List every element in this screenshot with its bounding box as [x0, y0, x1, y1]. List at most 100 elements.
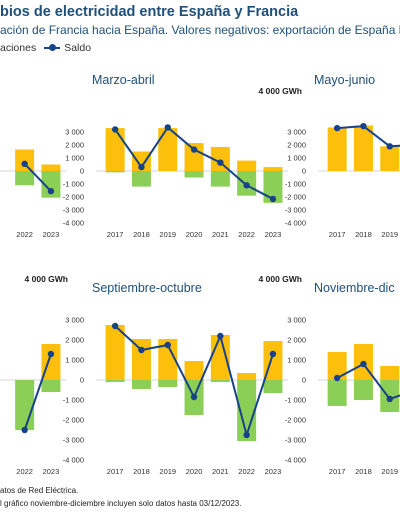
x-tick-label: 2022 [238, 230, 255, 239]
y-tick-label: -1 000 [63, 180, 84, 189]
y-tick-label: -3 000 [63, 206, 84, 215]
panel-6: Noviembre-dic 3 000 2 000 1 000 0 -1 000 -2 00… [285, 281, 400, 476]
panel-title: Noviembre-dic [314, 281, 395, 295]
bar-exports [158, 380, 178, 387]
y-tick-label: -1 000 [285, 180, 306, 189]
saldo-line [23, 353, 52, 431]
y-tick-label: -3 000 [63, 436, 84, 445]
y-tick-label: -4 000 [285, 456, 306, 465]
chart-subtitle: ación de Francia hacia España. Valores n… [0, 23, 400, 37]
saldo-point [164, 341, 171, 349]
saldo-point [111, 126, 119, 133]
y-axis-unit: 4 000 GWh [259, 86, 302, 96]
y-tick-label: 3 000 [287, 316, 306, 325]
y-tick-label: -1 000 [63, 396, 84, 405]
saldo-point [243, 182, 250, 189]
legend-label-imports: aciones [0, 42, 37, 54]
x-tick-label: 2022 [16, 467, 33, 476]
bar-exports [237, 380, 257, 441]
x-tick-label: 2020 [186, 467, 203, 476]
saldo-point [360, 360, 367, 368]
x-tick-label: 2019 [159, 467, 176, 476]
panel-3: Mayo-junio 3 000 2 000 1 000 0 -1 000 -2 000 -3… [285, 73, 400, 239]
saldo-point [21, 160, 28, 168]
bar-exports [41, 171, 61, 198]
saldo-point [47, 187, 55, 195]
y-tick-label: 2 000 [287, 336, 306, 345]
bar-exports [210, 171, 230, 187]
bar-imports [158, 128, 178, 171]
bar-exports [41, 380, 61, 392]
y-tick-label: -4 000 [285, 219, 306, 228]
panel-title: Marzo-abril [92, 73, 155, 87]
x-tick-label: 2020 [186, 230, 203, 239]
y-tick-label: -2 000 [285, 193, 306, 202]
x-tick-label: 2018 [355, 230, 372, 239]
bar-exports [210, 380, 230, 382]
y-tick-label: -2 000 [63, 416, 84, 425]
bar-imports [380, 146, 400, 171]
y-tick-label: -4 000 [63, 219, 84, 228]
legend: aciones Saldo [0, 42, 91, 54]
bar-exports [184, 171, 204, 178]
x-tick-label: 2023 [265, 230, 282, 239]
x-tick-label: 2021 [212, 230, 229, 239]
bar-exports [15, 171, 35, 186]
x-tick-label: 2019 [381, 467, 398, 476]
bar-imports [380, 366, 400, 380]
bar-imports [327, 127, 347, 171]
saldo-point [269, 350, 277, 358]
y-tick-label: 0 [80, 376, 84, 385]
saldo-point [111, 322, 119, 330]
y-tick-label: 0 [302, 376, 306, 385]
bar-imports [210, 146, 230, 171]
saldo-line [337, 125, 400, 148]
bar-imports [263, 167, 283, 171]
saldo-point [164, 124, 171, 131]
bar-imports [237, 373, 257, 380]
bar-exports [105, 380, 125, 382]
panel-1: 2022 2023 [0, 149, 67, 239]
bar-imports [237, 160, 257, 171]
panel-4: 4 000 GWh 2022 2023 [0, 274, 68, 476]
x-tick-label: 2021 [212, 467, 229, 476]
y-tick-label: -1 000 [285, 396, 306, 405]
y-tick-label: -3 000 [285, 206, 306, 215]
x-tick-label: 2023 [265, 467, 282, 476]
x-tick-label: 2018 [133, 467, 150, 476]
x-tick-label: 2022 [238, 467, 255, 476]
bar-exports [131, 380, 151, 389]
y-tick-label: 3 000 [65, 128, 84, 137]
y-tick-label: 0 [302, 167, 306, 176]
x-tick-label: 2023 [43, 467, 60, 476]
y-tick-label: -4 000 [63, 456, 84, 465]
bar-exports [15, 380, 35, 430]
y-tick-label: 1 000 [287, 356, 306, 365]
y-tick-label: 1 000 [287, 154, 306, 163]
footnote-source: atos de Red Eléctrica. [0, 486, 79, 495]
saldo-point [138, 163, 145, 171]
y-tick-label: -3 000 [285, 436, 306, 445]
x-tick-label: 2018 [355, 467, 372, 476]
saldo-point [190, 146, 198, 153]
saldo-point [360, 122, 367, 130]
saldo-point [190, 393, 198, 401]
x-tick-label: 2017 [329, 467, 346, 476]
x-tick-label: 2017 [107, 230, 124, 239]
saldo-point [138, 346, 145, 354]
saldo-point [217, 159, 224, 166]
panel-5: Septiembre-octubre 4 000 GWh 3 000 2 000 1 0… [63, 274, 302, 476]
bar-exports [263, 380, 283, 393]
saldo-line [336, 362, 400, 401]
panel-title: Septiembre-octubre [92, 281, 202, 295]
bar-imports [158, 339, 178, 380]
bar-exports [353, 380, 373, 400]
footnote-note: l gráfico noviembre-diciembre incluyen s… [0, 499, 242, 508]
panel-title: Mayo-junio [314, 73, 375, 87]
bar-imports [15, 149, 35, 171]
x-tick-label: 2019 [381, 230, 398, 239]
bar-imports [105, 128, 125, 171]
x-tick-label: 2019 [159, 230, 176, 239]
saldo-point [21, 426, 28, 434]
bar-imports [41, 164, 61, 171]
